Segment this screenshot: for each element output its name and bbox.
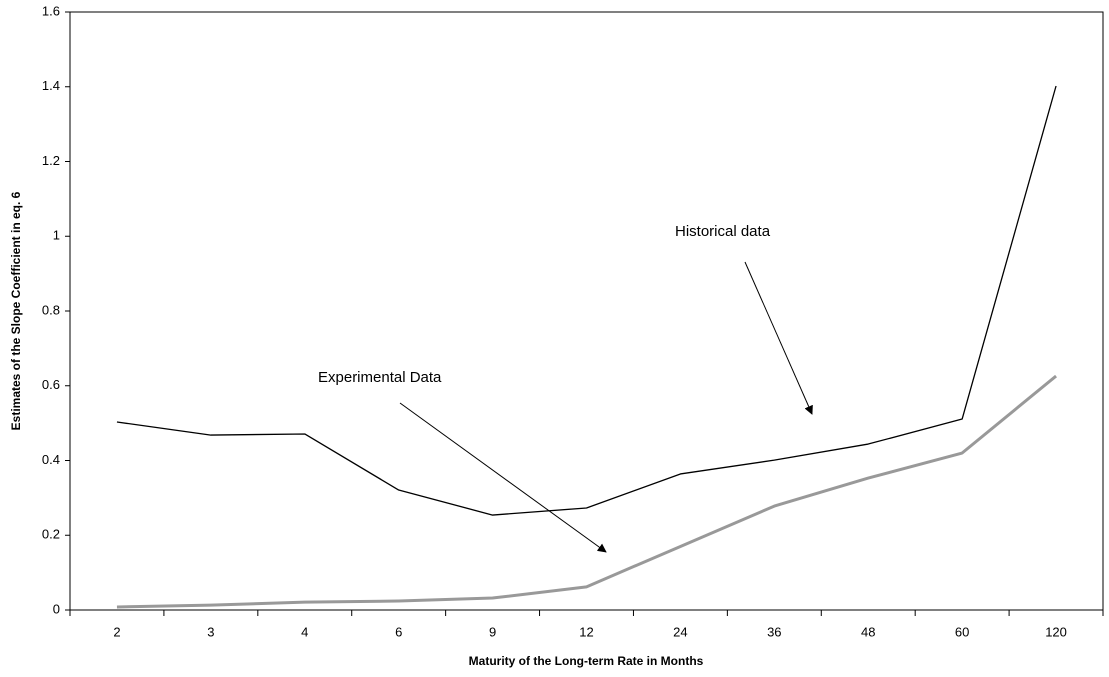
x-tick-label: 2	[113, 624, 120, 639]
annotation: Historical data	[675, 223, 771, 240]
x-tick-label: 4	[301, 624, 308, 639]
x-tick-label: 6	[395, 624, 402, 639]
y-axis-title: Estimates of the Slope Coefficient in eq…	[9, 191, 23, 430]
y-tick-label: 0	[53, 601, 60, 616]
y-tick-label: 1.4	[42, 78, 60, 93]
y-tick-label: 0.2	[42, 527, 60, 542]
x-tick-label: 12	[579, 624, 593, 639]
x-tick-label: 36	[767, 624, 781, 639]
x-tick-label: 3	[207, 624, 214, 639]
x-axis-title: Maturity of the Long-term Rate in Months	[469, 654, 704, 668]
y-tick-label: 0.6	[42, 377, 60, 392]
annotation-arrow	[744, 261, 813, 415]
x-tick-label: 9	[489, 624, 496, 639]
y-tick-label: 0.4	[42, 452, 60, 467]
series-line	[116, 85, 1057, 516]
x-tick-label: 120	[1045, 624, 1067, 639]
x-tick-label: 48	[861, 624, 875, 639]
plot-frame	[69, 11, 1104, 611]
y-tick-label: 1	[53, 228, 60, 243]
y-tick-label: 1.2	[42, 153, 60, 168]
x-tick-label: 60	[955, 624, 969, 639]
annotation: Experimental Data	[318, 369, 442, 386]
y-tick-label: 1.6	[42, 3, 60, 18]
annotation-arrow	[399, 402, 607, 553]
series-line	[116, 374, 1058, 609]
x-tick-label: 24	[673, 624, 687, 639]
y-tick-label: 0.8	[42, 302, 60, 317]
